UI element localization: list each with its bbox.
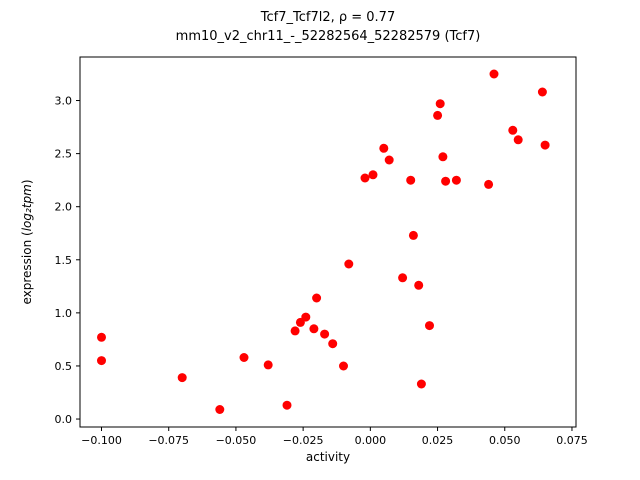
x-tick-label: −0.075	[148, 434, 189, 447]
x-tick-label: 0.075	[556, 434, 588, 447]
data-point	[451, 175, 461, 185]
y-tick-label: 0.5	[55, 360, 73, 373]
y-tick-label: 2.5	[55, 148, 73, 161]
x-tick-label: 0.050	[489, 434, 521, 447]
data-point	[328, 339, 338, 349]
data-point	[435, 99, 445, 109]
data-point	[433, 110, 443, 120]
data-point	[384, 155, 394, 165]
x-tick-label: 0.000	[355, 434, 387, 447]
data-point	[441, 176, 451, 186]
data-point	[368, 170, 378, 180]
data-point	[177, 373, 187, 383]
data-point	[312, 293, 322, 303]
data-point	[416, 379, 426, 389]
data-point	[425, 321, 434, 331]
data-point	[320, 329, 330, 339]
data-point	[360, 173, 370, 183]
y-tick-label: 1.5	[55, 254, 73, 267]
y-axis-label-prefix: expression (	[20, 231, 34, 305]
data-point	[406, 175, 416, 185]
data-point	[540, 140, 550, 150]
data-point	[239, 353, 249, 362]
data-point	[290, 326, 300, 336]
data-point	[379, 143, 389, 153]
y-axis-label-math: log₂tpm	[20, 184, 34, 232]
x-axis-label: activity	[305, 450, 351, 464]
data-point	[282, 400, 292, 410]
data-point	[344, 259, 354, 269]
x-tick-label: −0.100	[81, 434, 122, 447]
data-point	[537, 87, 547, 97]
y-axis-label-suffix: )	[20, 179, 34, 185]
data-point	[398, 273, 408, 283]
data-point	[489, 69, 499, 79]
chart-title-line1: Tcf7_Tcf7l2, ρ = 0.77	[260, 10, 396, 25]
data-point	[339, 361, 348, 371]
data-point	[513, 135, 523, 145]
data-point	[97, 332, 106, 342]
y-tick-label: 0.0	[55, 413, 73, 426]
data-point	[263, 360, 273, 370]
data-point	[97, 356, 106, 366]
data-point	[484, 179, 494, 189]
y-axis-label: expression (log₂tpm)	[20, 179, 34, 304]
data-point	[414, 280, 424, 290]
y-tick-label: 3.0	[55, 95, 73, 108]
x-tick-label: −0.025	[283, 434, 324, 447]
y-tick-label: 1.0	[55, 307, 73, 320]
data-point	[309, 324, 319, 334]
data-point	[438, 152, 448, 162]
y-tick-label: 2.0	[55, 201, 73, 214]
data-point	[508, 125, 518, 135]
x-tick-label: −0.050	[216, 434, 257, 447]
chart-title: Tcf7_Tcf7l2, ρ = 0.77 mm10_v2_chr11_-_52…	[80, 8, 576, 46]
data-point	[215, 405, 225, 414]
x-tick-label: 0.025	[422, 434, 454, 447]
chart-title-line2: mm10_v2_chr11_-_52282564_52282579 (Tcf7)	[175, 29, 481, 44]
data-point	[301, 312, 311, 322]
axes-frame	[79, 56, 577, 428]
data-point	[408, 230, 418, 240]
